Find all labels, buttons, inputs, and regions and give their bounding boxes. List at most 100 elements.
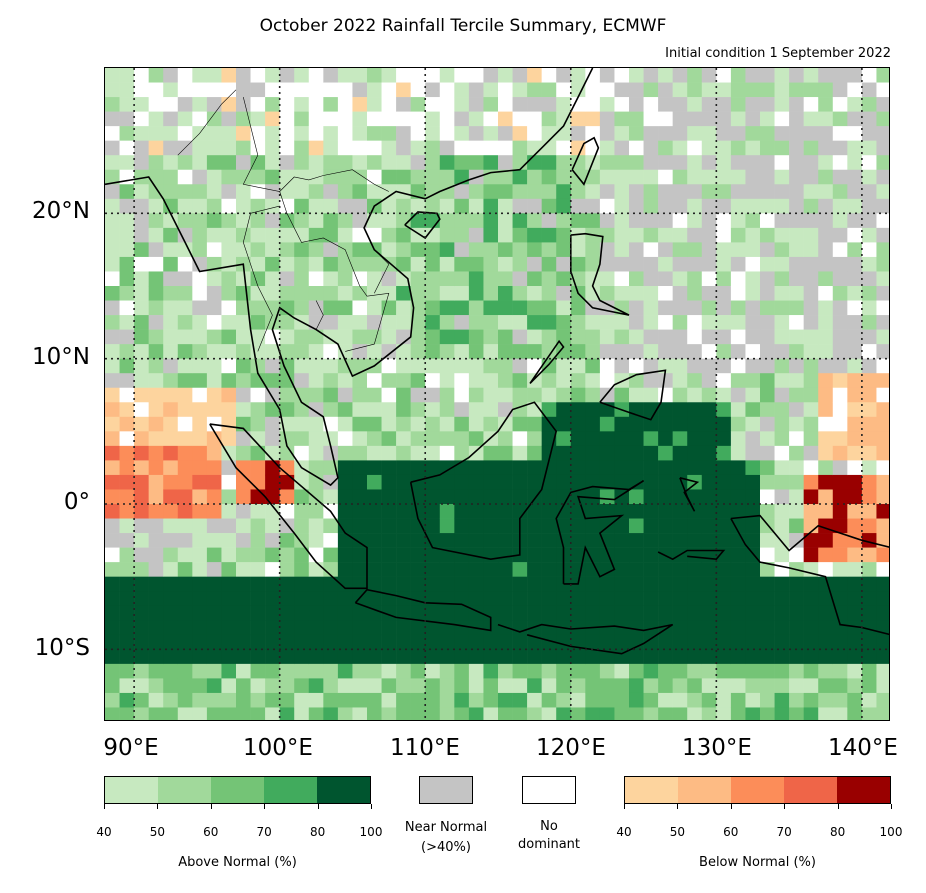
- grid-cell: [381, 97, 397, 112]
- grid-cell: [658, 663, 673, 679]
- grid-cell: [585, 82, 601, 98]
- grid-cell: [105, 344, 120, 359]
- grid-cell: [337, 111, 353, 127]
- grid-cell: [163, 286, 179, 301]
- grid-cell: [294, 184, 310, 200]
- grid-cell: [876, 373, 889, 389]
- grid-cell: [352, 504, 368, 519]
- grid-cell: [876, 649, 889, 665]
- lon-label-120e: 120°E: [536, 735, 606, 761]
- grid-cell: [192, 256, 208, 272]
- grid-cell: [105, 242, 120, 258]
- grid-cell: [687, 198, 703, 214]
- grid-cell: [556, 489, 572, 505]
- grid-cell: [134, 445, 149, 461]
- grid-cell: [672, 445, 688, 461]
- grid-cell: [701, 620, 717, 636]
- grid-cell: [148, 184, 164, 200]
- map-title: October 2022 Rainfall Tercile Summary, E…: [259, 16, 667, 36]
- grid-cell: [687, 605, 703, 621]
- grid-cell: [643, 678, 659, 694]
- grid-cell: [658, 605, 673, 621]
- grid-cell: [585, 605, 601, 621]
- grid-cell: [599, 97, 615, 112]
- grid-cell: [687, 315, 703, 330]
- grid-cell: [730, 460, 746, 476]
- grid-cell: [541, 111, 557, 127]
- grid-cell: [730, 184, 746, 200]
- grid-cell: [221, 707, 237, 720]
- grid-cell: [745, 634, 761, 650]
- grid-cell: [410, 387, 426, 403]
- grid-cell: [716, 82, 732, 98]
- grid-cell: [206, 605, 222, 621]
- grid-cell: [570, 126, 586, 141]
- grid-cell: [687, 358, 703, 374]
- grid-cell: [599, 344, 615, 359]
- grid-cell: [556, 227, 572, 243]
- grid-cell: [236, 227, 251, 243]
- grid-cell: [599, 300, 615, 316]
- grid-cell: [847, 445, 863, 461]
- grid-cell: [177, 155, 193, 171]
- grid-cell: [512, 97, 528, 112]
- grid-cell: [148, 300, 164, 316]
- grid-cell: [658, 387, 673, 403]
- grid-cell: [876, 329, 889, 345]
- grid-cell: [687, 489, 703, 505]
- grid-cell: [498, 169, 513, 185]
- grid-cell: [701, 678, 717, 694]
- grid-cell: [381, 329, 397, 345]
- grid-cell: [163, 692, 179, 708]
- grid-cell: [337, 373, 353, 389]
- grid-cell: [206, 140, 222, 156]
- grid-cell: [192, 68, 208, 83]
- grid-cell: [148, 227, 164, 243]
- grid-cell: [410, 82, 426, 98]
- grid-cell: [294, 126, 310, 141]
- grid-cell: [410, 562, 426, 577]
- grid-cell: [410, 634, 426, 650]
- grid-cell: [250, 300, 266, 316]
- grid-cell: [556, 140, 572, 156]
- grid-cell: [163, 82, 179, 98]
- grid-cell: [527, 329, 542, 345]
- grid-cell: [367, 518, 382, 534]
- grid-cell: [527, 460, 542, 476]
- country-border: [242, 205, 280, 352]
- grid-cell: [192, 692, 208, 708]
- grid-cell: [687, 126, 703, 141]
- grid-cell: [803, 140, 819, 156]
- grid-cell: [643, 169, 659, 185]
- grid-cell: [163, 111, 179, 127]
- grid-cell: [352, 111, 368, 127]
- grid-cell: [789, 140, 804, 156]
- grid-cell: [716, 169, 732, 185]
- grid-cell: [774, 140, 790, 156]
- grid-cell: [439, 68, 455, 83]
- grid-cell: [789, 344, 804, 359]
- grid-cell: [716, 286, 732, 301]
- grid-cell: [119, 649, 135, 665]
- grid-cell: [308, 198, 324, 214]
- grid-cell: [468, 518, 484, 534]
- grid-cell: [236, 169, 251, 185]
- grid-cell: [265, 707, 280, 720]
- grid-cell: [774, 591, 790, 607]
- grid-cell: [148, 344, 164, 359]
- grid-cell: [454, 649, 470, 665]
- grid-cell: [177, 620, 193, 636]
- grid-cell: [396, 286, 411, 301]
- grid-cell: [803, 126, 819, 141]
- grid-cell: [774, 402, 790, 418]
- grid-cell: [163, 169, 179, 185]
- grid-cell: [410, 126, 426, 141]
- grid-cell: [163, 373, 179, 389]
- grid-cell: [512, 111, 528, 127]
- grid-cell: [250, 707, 266, 720]
- grid-cell: [512, 358, 528, 374]
- grid-cell: [294, 155, 310, 171]
- grid-cell: [498, 227, 513, 243]
- grid-cell: [585, 591, 601, 607]
- grid-cell: [396, 242, 411, 258]
